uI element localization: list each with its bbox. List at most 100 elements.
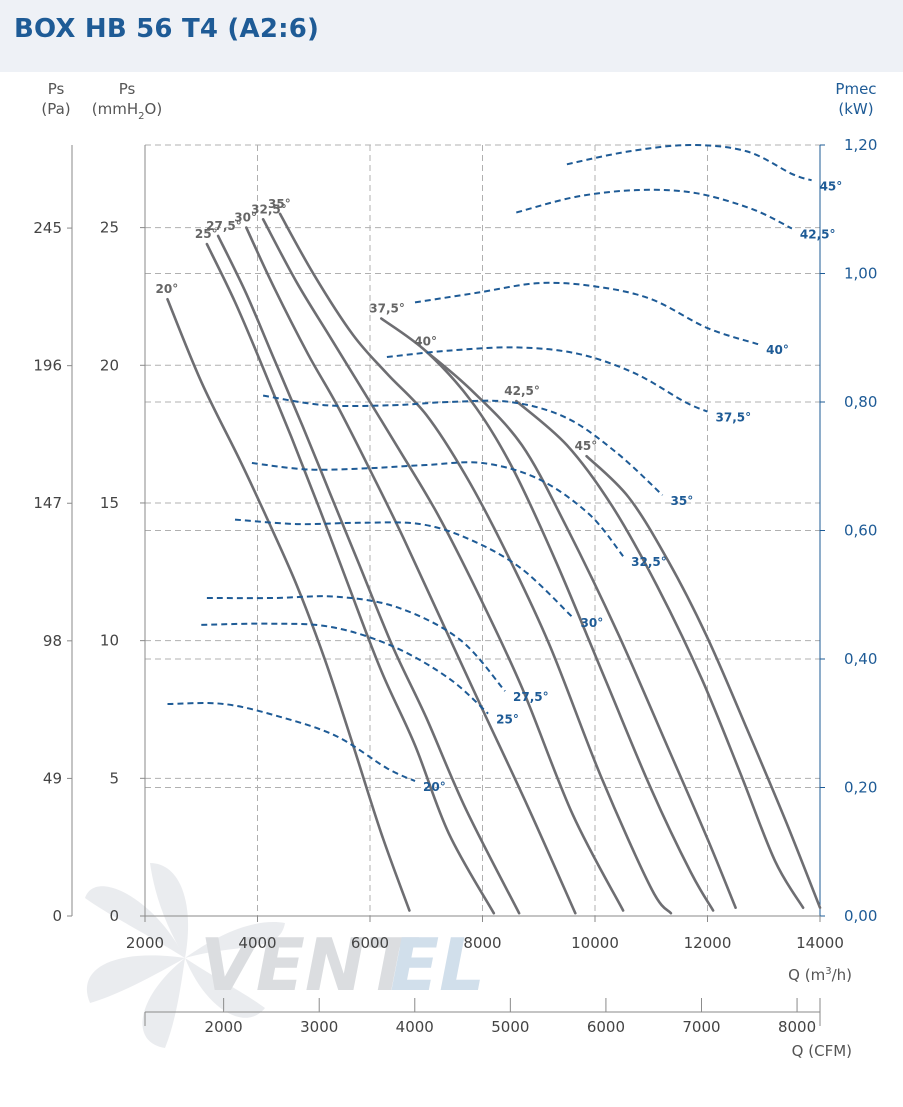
- y-axis-mmh2o-tick-label: 10: [100, 632, 119, 650]
- pressure-curve-3: [245, 226, 577, 915]
- power-curve-label-5: 35°: [671, 494, 694, 508]
- pressure-curve-label-9: 45°: [575, 439, 598, 453]
- y-axis-pmec-tick-label: 0,40: [844, 650, 877, 668]
- pressure-curve-label-7: 40°: [414, 335, 437, 349]
- y-axis-mmh2o-title: Ps (mmH2O): [92, 80, 162, 122]
- watermark-text-part1: VENT: [200, 923, 419, 1007]
- power-curve-9: [566, 143, 812, 182]
- power-curve-2: [206, 595, 506, 692]
- power-curve-label-3: 30°: [581, 616, 604, 630]
- x-axis-cfm-tick-label: 7000: [682, 1018, 720, 1036]
- pressure-curve-9: [585, 454, 822, 909]
- pressure-curve-4: [261, 218, 625, 912]
- x-axis-m3h-tick-label: 8000: [463, 934, 501, 952]
- power-curve-0: [167, 702, 416, 783]
- x-axis-m3h-tick-label: 2000: [126, 934, 164, 952]
- y-axis-mmh2o-title-line1: Ps: [119, 80, 136, 98]
- x-axis-cfm-tick-label: 4000: [396, 1018, 434, 1036]
- x-axis-m3h-title: Q (m3/h): [788, 966, 852, 984]
- power-curve-label-8: 42,5°: [800, 228, 836, 242]
- y-axis-pa-tick-label: 245: [33, 219, 62, 237]
- x-axis-m3h-title-sup: 3: [825, 966, 831, 977]
- y-axis-mmh2o-title-sub: 2: [138, 111, 144, 122]
- y-axis-pa-tick-label: 147: [33, 494, 62, 512]
- y-axis-mmh2o-tick-label: 20: [100, 356, 119, 374]
- pressure-curve-label-6: 37,5°: [369, 301, 405, 315]
- power-curve-8: [516, 188, 793, 230]
- power-curve-6: [386, 346, 708, 413]
- chart-title: BOX HB 56 T4 (A2:6): [14, 14, 320, 44]
- pressure-curve-6: [380, 317, 715, 912]
- power-curve-1: [201, 622, 489, 715]
- pressure-curve-label-4: 32,5°: [251, 202, 287, 216]
- x-axis-m3h-title-end: /h): [832, 966, 852, 984]
- y-axis-mmh2o-tick-label: 5: [109, 769, 119, 787]
- y-axis-mmh2o-title-main: (mmH: [92, 100, 138, 118]
- x-axis-cfm-tick-label: 8000: [778, 1018, 816, 1036]
- power-curve-label-4: 32,5°: [631, 555, 667, 569]
- pressure-curve-0: [166, 297, 411, 912]
- pressure-curve-5: [278, 212, 673, 915]
- y-axis-pa-tick-label: 196: [33, 357, 62, 375]
- pressure-curve-label-3: 30°: [234, 211, 257, 225]
- y-axis-pa-title-line1: Ps: [48, 80, 65, 98]
- power-curve-3: [234, 518, 574, 618]
- x-axis-m3h-tick-label: 14000: [796, 934, 844, 952]
- pressure-curves: [166, 212, 822, 915]
- y-axis-pmec-title: Pmec (kW): [835, 80, 876, 118]
- pressure-curve-label-5: 35°: [268, 197, 291, 211]
- pressure-curve-8: [515, 399, 805, 909]
- x-axis-cfm-tick-label: 2000: [205, 1018, 243, 1036]
- power-curve-4: [251, 461, 624, 557]
- power-curve-label-9: 45°: [820, 179, 843, 193]
- y-axis-pmec-tick-label: 0,00: [844, 907, 877, 925]
- y-axis-pmec-tick-label: 1,20: [844, 136, 877, 154]
- power-curves: [167, 143, 812, 783]
- y-axis-pmec-tick-label: 0,20: [844, 779, 877, 797]
- y-axis-mmh2o-tick-label: 25: [100, 219, 119, 237]
- power-curve-7: [414, 281, 759, 346]
- y-axis-mmh2o-title-end: O): [145, 100, 163, 118]
- y-axis-pa-title-line2: (Pa): [41, 100, 70, 118]
- x-axis-m3h-tick-label: 6000: [351, 934, 389, 952]
- y-axis-mmh2o-tick-label: 15: [100, 494, 119, 512]
- y-axis-pmec-title-line1: Pmec: [835, 80, 876, 98]
- pressure-curve-1: [205, 242, 496, 915]
- fan-blade-icon: [85, 863, 285, 1048]
- y-axis-pmec-tick-label: 0,60: [844, 522, 877, 540]
- y-axis-pmec-tick-label: 1,00: [844, 265, 877, 283]
- pressure-curve-label-1: 25°: [195, 227, 218, 241]
- pressure-curve-label-2: 27,5°: [206, 219, 242, 233]
- x-axis-cfm-tick-label: 5000: [491, 1018, 529, 1036]
- y-axis-pa-tick-label: 98: [43, 632, 62, 650]
- power-curve-label-2: 27,5°: [513, 690, 549, 704]
- power-curve-label-1: 25°: [496, 713, 519, 727]
- x-axis-cfm-tick-label: 6000: [587, 1018, 625, 1036]
- pressure-curve-2: [216, 234, 521, 915]
- x-axis-cfm-tick-label: 3000: [300, 1018, 338, 1036]
- y-axis-pmec-title-line2: (kW): [838, 100, 873, 118]
- y-axis-mmh2o-title-line2: (mmH2O): [92, 100, 162, 122]
- y-axis-pa-tick-label: 0: [52, 907, 62, 925]
- y-axis-pa-title: Ps (Pa): [41, 80, 70, 118]
- axes: 0 49 98 147 196 245 0 5 10 15 20 25 0,00 0,20 0,40 0,60…: [33, 136, 877, 1036]
- pressure-curve-7: [425, 350, 737, 909]
- curve-labels: 20°25°27,5°30°32,5°35°37,5°40°42,5°45°20…: [156, 179, 843, 794]
- power-curve-label-0: 20°: [423, 780, 446, 794]
- y-axis-pa-tick-label: 49: [43, 769, 62, 787]
- x-axis-m3h-tick-label: 12000: [684, 934, 732, 952]
- pressure-curve-label-0: 20°: [156, 282, 179, 296]
- power-curve-label-7: 40°: [766, 343, 789, 357]
- y-axis-pmec-tick-label: 0,80: [844, 393, 877, 411]
- watermark-text-part2: EL: [390, 923, 485, 1007]
- ventel-watermark: VENT EL: [85, 863, 485, 1048]
- y-axis-mmh2o-tick-label: 0: [109, 907, 119, 925]
- x-axis-m3h-title-main: Q (m: [788, 966, 825, 984]
- pressure-curve-label-8: 42,5°: [504, 384, 540, 398]
- title-bar: BOX HB 56 T4 (A2:6): [0, 0, 903, 72]
- x-axis-m3h-tick-label: 10000: [571, 934, 619, 952]
- x-axis-m3h-tick-label: 4000: [238, 934, 276, 952]
- power-curve-label-6: 37,5°: [716, 411, 752, 425]
- x-axis-cfm-title: Q (CFM): [792, 1042, 852, 1060]
